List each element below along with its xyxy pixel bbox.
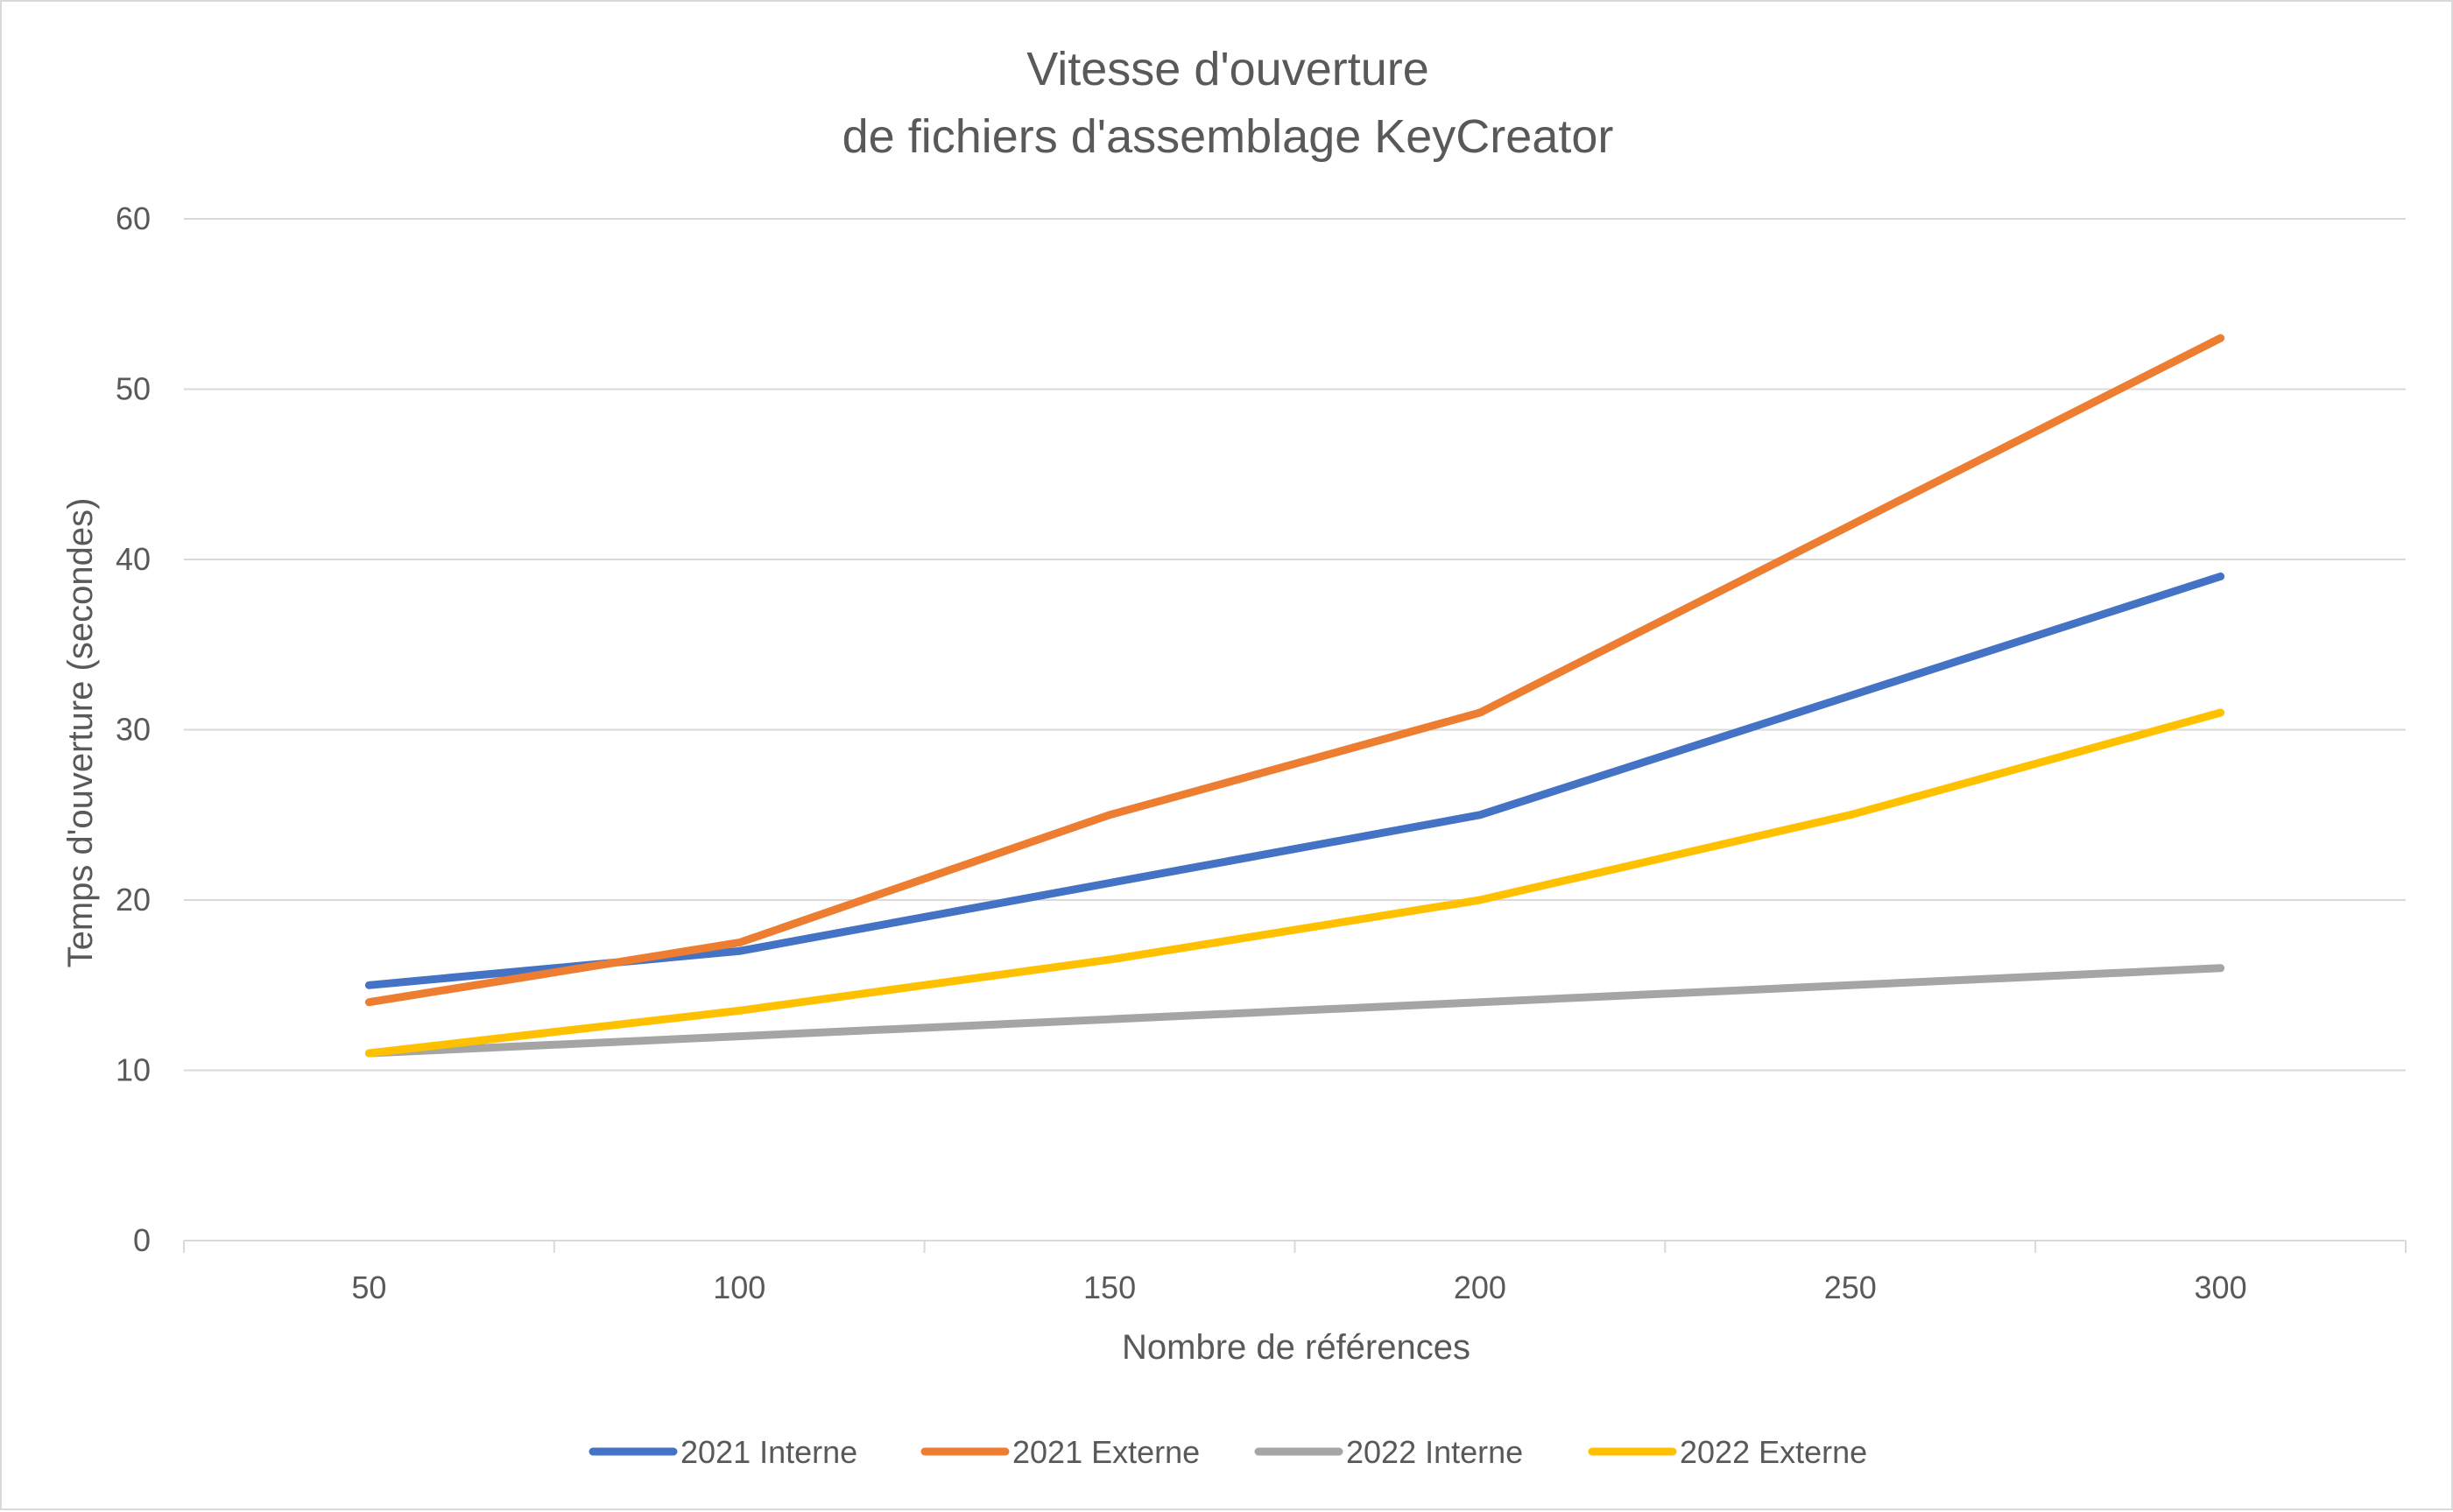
- chart-title-line-2: de fichiers d'assemblage KeyCreator: [842, 110, 1614, 163]
- y-tick-label: 20: [116, 882, 151, 918]
- series-line-2021-interne: [364, 572, 2225, 989]
- y-tick-label: 50: [116, 371, 151, 407]
- series-line-2022-externe: [364, 708, 2225, 1058]
- y-tick-label: 30: [116, 712, 151, 748]
- series-lines: [364, 334, 2225, 1058]
- legend: 2021 Interne 2021 Externe 2022 Interne 2022…: [589, 1434, 1867, 1470]
- x-tick-label: 200: [1454, 1269, 1506, 1305]
- x-axis: [183, 1240, 2407, 1253]
- x-tick-label: 250: [1824, 1269, 1877, 1305]
- gridlines: [184, 218, 2406, 1072]
- x-axis-ticks: 50 100 150 200 250 300: [351, 1269, 2246, 1305]
- x-tick-label: 100: [713, 1269, 765, 1305]
- legend-label: 2022 Interne: [1346, 1434, 1523, 1470]
- y-tick-label: 60: [116, 200, 151, 236]
- y-axis-ticks: 0 10 20 30 40 50 60: [116, 200, 151, 1258]
- chart-title-line-1: Vitesse d'ouverture: [1026, 43, 1429, 95]
- legend-label: 2022 Externe: [1680, 1434, 1867, 1470]
- x-tick-label: 50: [351, 1269, 386, 1305]
- legend-label: 2021 Interne: [680, 1434, 857, 1470]
- y-tick-label: 40: [116, 541, 151, 577]
- series-line-2021-externe: [364, 334, 2225, 1007]
- x-axis-title: Nombre de références: [1122, 1328, 1470, 1367]
- y-tick-label: 10: [116, 1052, 151, 1088]
- y-axis-title: Temps d'ouverture (secondes): [61, 498, 100, 968]
- x-tick-label: 300: [2195, 1269, 2247, 1305]
- legend-label: 2021 Externe: [1012, 1434, 1200, 1470]
- series-line-2022-interne: [364, 964, 2225, 1058]
- y-tick-label: 0: [133, 1222, 151, 1258]
- x-tick-label: 150: [1083, 1269, 1136, 1305]
